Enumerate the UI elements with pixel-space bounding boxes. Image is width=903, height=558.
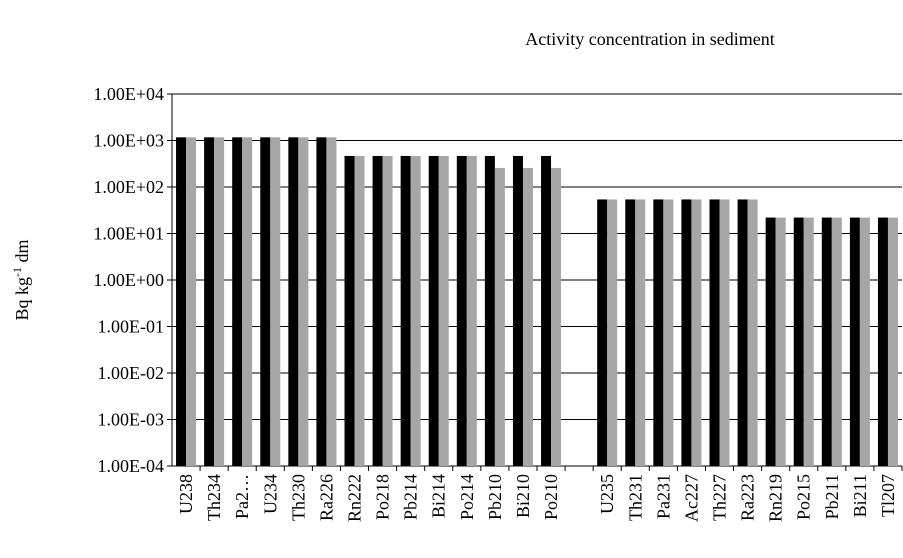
bar — [344, 155, 355, 466]
bar — [484, 155, 495, 466]
y-tick-label: 1.00E-02 — [98, 363, 165, 383]
x-tick-label: Po218 — [373, 474, 393, 520]
bar — [438, 155, 449, 466]
bar — [214, 137, 225, 467]
bar — [316, 137, 327, 467]
x-tick-label: Pa231 — [653, 474, 673, 519]
bar — [522, 167, 533, 466]
x-tick-label: U238 — [176, 474, 196, 514]
bar — [849, 217, 860, 466]
bar — [607, 199, 618, 466]
bar — [821, 217, 832, 466]
y-label-part: Bq kg — [12, 277, 32, 321]
bar — [737, 199, 748, 466]
x-tick-label: Po214 — [457, 474, 477, 520]
bar — [186, 137, 197, 467]
bar — [803, 217, 814, 466]
x-tick-label: Th234 — [204, 474, 224, 521]
bar — [859, 217, 870, 466]
bar — [456, 155, 467, 466]
y-tick-label: 1.00E+01 — [93, 224, 164, 244]
x-tick-label: Th231 — [625, 474, 645, 521]
x-tick-label: Pb211 — [822, 474, 842, 519]
chart-title: Activity concentration in sediment — [525, 29, 774, 49]
y-tick-label: 1.00E-03 — [98, 410, 165, 430]
y-label-superscript: -1 — [10, 267, 24, 277]
bar — [410, 155, 421, 466]
bar — [597, 199, 608, 466]
bar — [765, 217, 776, 466]
bar — [719, 199, 730, 466]
bar — [625, 199, 636, 466]
bar — [541, 155, 552, 466]
bar — [663, 199, 674, 466]
bar — [288, 137, 299, 467]
x-tick-label: Ra223 — [738, 474, 758, 521]
bar — [382, 155, 393, 466]
x-tick-label: Bi214 — [429, 474, 449, 518]
x-tick-label: Ra226 — [316, 474, 336, 521]
bar — [372, 155, 383, 466]
bar — [709, 199, 720, 466]
bar — [793, 217, 804, 466]
y-tick-label: 1.00E-04 — [98, 456, 165, 476]
y-axis-label: Bq kg-1 dm — [10, 239, 32, 320]
bar — [877, 217, 888, 466]
x-tick-label: Th230 — [288, 474, 308, 521]
x-tick-label: U235 — [597, 474, 617, 514]
y-tick-label: 1.00E+02 — [93, 177, 164, 197]
bar — [512, 155, 523, 466]
x-tick-label: Rn222 — [345, 474, 365, 522]
bar — [775, 217, 786, 466]
bar — [354, 155, 365, 466]
bar — [681, 199, 692, 466]
bar — [887, 217, 898, 466]
y-tick-label: 1.00E+00 — [93, 270, 164, 290]
bar — [653, 199, 664, 466]
x-tick-label: Pb210 — [485, 474, 505, 520]
bar — [260, 137, 271, 467]
bar — [176, 137, 187, 467]
x-tick-label: Rn219 — [766, 474, 786, 522]
x-tick-label: Ac227 — [681, 474, 701, 522]
bar — [831, 217, 842, 466]
x-tick-label: Pb214 — [401, 474, 421, 520]
x-tick-label: Th227 — [710, 474, 730, 521]
bar — [635, 199, 646, 466]
bar — [400, 155, 411, 466]
y-tick-label: 1.00E-01 — [98, 317, 165, 337]
bar — [242, 137, 253, 467]
x-tick-label: Po210 — [541, 474, 561, 520]
bar — [428, 155, 439, 466]
bar — [232, 137, 243, 467]
x-tick-label: Pa2… — [232, 474, 252, 519]
bar — [691, 199, 702, 466]
bar — [326, 137, 337, 467]
x-tick-label: Tl207 — [878, 474, 898, 517]
bar — [204, 137, 215, 467]
y-tick-label: 1.00E+04 — [93, 84, 164, 104]
x-tick-label: Po215 — [794, 474, 814, 520]
bar — [551, 167, 562, 466]
bar — [494, 167, 505, 466]
y-tick-label: 1.00E+03 — [93, 131, 164, 151]
y-label-part: dm — [12, 239, 32, 267]
bar — [270, 137, 281, 467]
x-tick-label: U234 — [260, 474, 280, 514]
x-tick-label: Bi211 — [850, 474, 870, 517]
bar — [466, 155, 477, 466]
bar — [298, 137, 309, 467]
bar — [747, 199, 758, 466]
x-tick-label: Bi210 — [513, 474, 533, 518]
